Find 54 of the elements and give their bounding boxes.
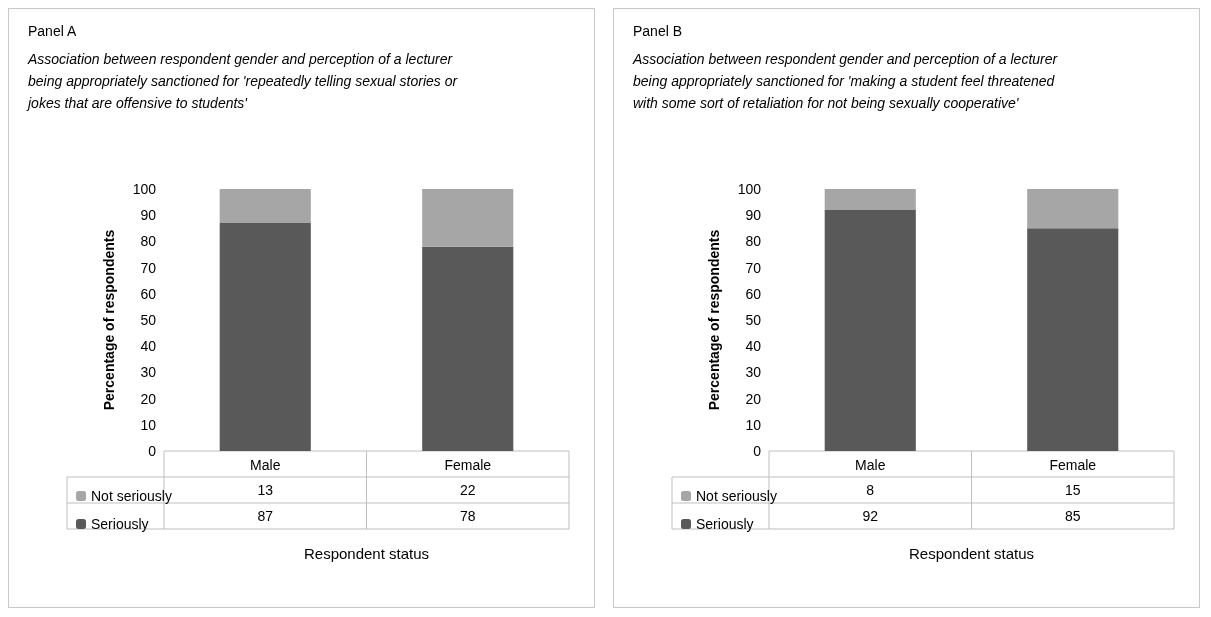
y-tick-label: 0 [148, 443, 157, 459]
x-axis-title: Respondent status [303, 544, 430, 562]
bar [1027, 228, 1119, 451]
chart-subtitle: Association between respondent gender and perception of a lecturer being appropriately sanctioned for 'making a student feel threatened with some sort of retaliation for not being sexually cooperative' [632, 51, 1062, 111]
bar [219, 223, 311, 451]
y-axis-title: Percentage of respondents [101, 229, 117, 411]
y-tick-label: 40 [745, 338, 762, 355]
bar [824, 189, 916, 210]
chart-title: Panel A [28, 23, 77, 39]
legend-label: Seriously [696, 516, 754, 532]
y-tick-label: 60 [140, 285, 157, 302]
legend-label: Not seriously [91, 488, 172, 504]
x-tick-label: Male [855, 457, 886, 473]
y-tick-label: 10 [140, 416, 157, 433]
data-label: 85 [1064, 508, 1081, 524]
bar [219, 189, 311, 224]
x-tick-label: Female [444, 457, 492, 473]
y-axis-title: Percentage of respondents [706, 229, 722, 411]
data-label: 8 [866, 482, 875, 498]
data-label: 78 [459, 508, 476, 524]
bar [422, 189, 514, 247]
y-tick-label: 30 [140, 364, 157, 381]
y-tick-label: 80 [140, 233, 157, 250]
data-label: 22 [459, 482, 476, 498]
legend-label: Not seriously [696, 488, 777, 504]
bar [422, 246, 514, 451]
y-tick-label: 90 [140, 207, 157, 224]
y-tick-label: 70 [140, 259, 157, 276]
x-axis-title: Respondent status [908, 544, 1035, 562]
x-tick-label: Female [1049, 457, 1097, 473]
data-label: 15 [1064, 482, 1081, 498]
data-label: 87 [257, 508, 274, 524]
y-tick-label: 20 [140, 390, 157, 407]
y-tick-label: 0 [753, 443, 762, 459]
y-tick-label: 100 [737, 181, 762, 197]
y-tick-label: 20 [745, 390, 762, 407]
bar [1027, 189, 1119, 229]
y-tick-label: 30 [745, 364, 762, 381]
data-label: 92 [862, 508, 879, 524]
data-label: 13 [257, 482, 274, 498]
chart-subtitle: Association between respondent gender and perception of a lecturer being appropriately sanctioned for 'repeatedly telling sexual stories or jokes that are offensive to students' [26, 51, 462, 111]
legend-label: Seriously [91, 516, 149, 532]
chart-title: Panel B [633, 23, 683, 39]
y-tick-label: 70 [745, 259, 762, 276]
y-tick-label: 80 [745, 233, 762, 250]
x-tick-label: Male [250, 457, 281, 473]
y-tick-label: 50 [140, 312, 157, 328]
y-tick-label: 50 [745, 312, 762, 328]
y-tick-label: 40 [140, 338, 157, 355]
y-tick-label: 60 [745, 285, 762, 302]
y-tick-label: 100 [132, 181, 157, 197]
y-tick-label: 10 [745, 416, 762, 433]
y-tick-label: 90 [745, 207, 762, 224]
bar [824, 209, 916, 451]
